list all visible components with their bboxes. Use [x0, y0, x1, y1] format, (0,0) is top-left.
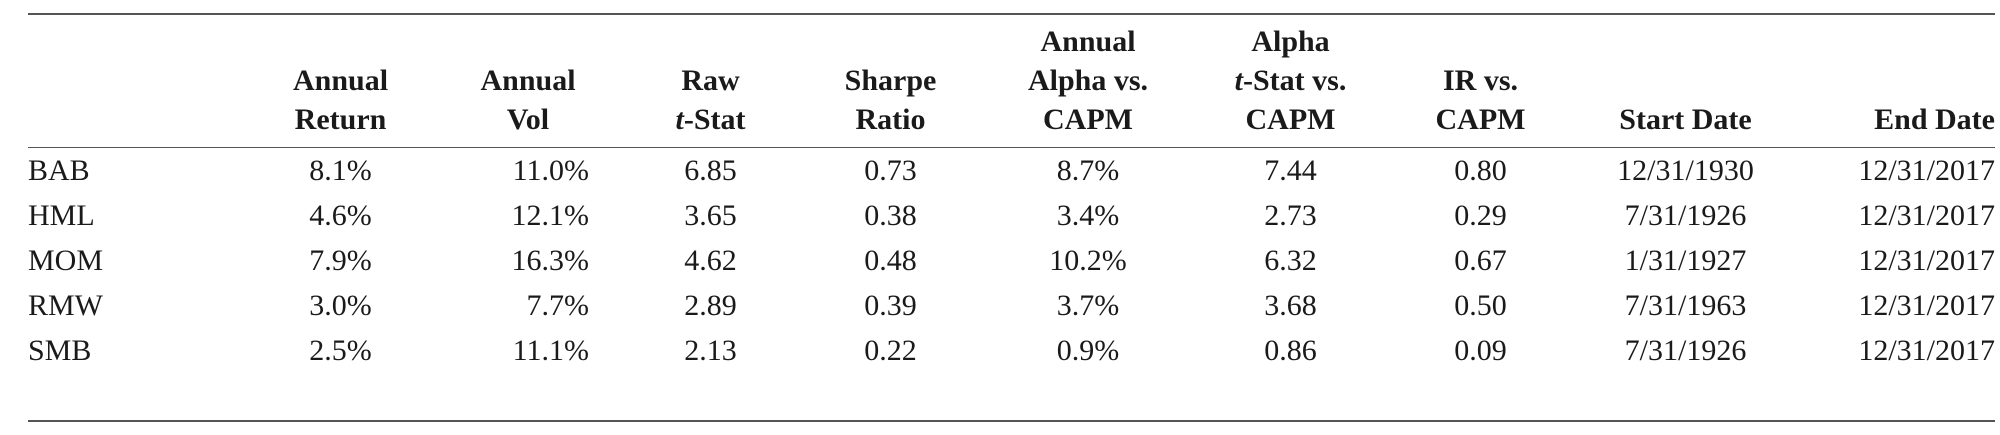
- header-factor: [28, 22, 248, 148]
- cell-raw-tstat: 6.85: [684, 154, 737, 187]
- cell-raw-tstat: 4.62: [684, 244, 737, 277]
- cell-sharpe-ratio: 0.22: [864, 334, 917, 367]
- header-end-date: End Date: [1798, 22, 1995, 148]
- cell-end-date: 12/31/2017: [1858, 199, 1995, 232]
- cell-annual-alpha-capm: 8.7%: [1056, 154, 1120, 187]
- cell-alpha-tstat-capm: 7.44: [1264, 154, 1317, 187]
- cell-ir-capm: 0.09: [1454, 334, 1507, 367]
- header-alpha-tstat-capm: Alpha t-Stat vs. CAPM: [1193, 22, 1388, 148]
- cell-end-date: 12/31/2017: [1858, 289, 1995, 322]
- cell-factor-name: RMW: [28, 289, 103, 322]
- cell-annual-return: 7.9%: [309, 244, 372, 277]
- cell-ir-capm: 0.67: [1454, 244, 1507, 277]
- cell-annual-return: 8.1%: [309, 154, 372, 187]
- header-annual-return: Annual Return: [248, 22, 433, 148]
- table-row: BAB 8.1% 11.0% 6.85 0.73 8.7% 7.44 0.80 12/31/19…: [28, 148, 1995, 194]
- cell-raw-tstat: 2.13: [684, 334, 737, 367]
- cell-annual-vol: 11.0%: [512, 154, 589, 187]
- cell-raw-tstat: 3.65: [684, 199, 737, 232]
- header-row: Annual Return Annual Vol Raw t-Stat Shar…: [28, 22, 1995, 148]
- table-row: MOM 7.9% 16.3% 4.62 0.48 10.2% 6.32 0.67 1/31/19…: [28, 238, 1995, 283]
- cell-annual-return: 2.5%: [309, 334, 372, 367]
- factor-statistics-table: Annual Return Annual Vol Raw t-Stat Shar…: [28, 22, 1995, 373]
- cell-start-date: 7/31/1926: [1624, 199, 1747, 232]
- table-row: RMW 3.0% 7.7% 2.89 0.39 3.7% 3.68 0.50 7/31/1963…: [28, 283, 1995, 328]
- header-annual-alpha-capm: Annual Alpha vs. CAPM: [983, 22, 1193, 148]
- cell-annual-alpha-capm: 0.9%: [1056, 334, 1120, 367]
- cell-sharpe-ratio: 0.48: [864, 244, 917, 277]
- cell-annual-return: 4.6%: [309, 199, 372, 232]
- cell-annual-vol: 16.3%: [511, 244, 590, 277]
- cell-annual-vol: 7.7%: [526, 289, 590, 322]
- cell-end-date: 12/31/2017: [1858, 154, 1995, 187]
- cell-ir-capm: 0.80: [1454, 154, 1507, 187]
- cell-end-date: 12/31/2017: [1858, 244, 1995, 277]
- cell-factor-name: BAB: [28, 154, 90, 187]
- top-rule: [28, 13, 1995, 15]
- cell-sharpe-ratio: 0.38: [864, 199, 917, 232]
- table-row: SMB 2.5% 11.1% 2.13 0.22 0.9% 0.86 0.09 7/31/192…: [28, 328, 1995, 373]
- cell-annual-vol: 11.1%: [512, 334, 589, 367]
- cell-ir-capm: 0.50: [1454, 289, 1507, 322]
- cell-sharpe-ratio: 0.39: [864, 289, 917, 322]
- cell-alpha-tstat-capm: 6.32: [1264, 244, 1317, 277]
- cell-factor-name: SMB: [28, 334, 92, 367]
- cell-raw-tstat: 2.89: [684, 289, 737, 322]
- cell-alpha-tstat-capm: 3.68: [1264, 289, 1317, 322]
- header-annual-vol: Annual Vol: [433, 22, 623, 148]
- cell-factor-name: HML: [28, 199, 95, 232]
- cell-ir-capm: 0.29: [1454, 199, 1507, 232]
- cell-sharpe-ratio: 0.73: [864, 154, 917, 187]
- cell-annual-return: 3.0%: [309, 289, 372, 322]
- cell-factor-name: MOM: [28, 244, 104, 277]
- bottom-rule: [28, 420, 1995, 422]
- cell-annual-alpha-capm: 3.4%: [1056, 199, 1120, 232]
- header-sharpe-ratio: Sharpe Ratio: [798, 22, 983, 148]
- header-start-date: Start Date: [1573, 22, 1798, 148]
- cell-start-date: 7/31/1963: [1624, 289, 1747, 322]
- cell-alpha-tstat-capm: 2.73: [1264, 199, 1317, 232]
- cell-annual-alpha-capm: 3.7%: [1056, 289, 1120, 322]
- header-raw-tstat: Raw t-Stat: [623, 22, 798, 148]
- table-row: HML 4.6% 12.1% 3.65 0.38 3.4% 2.73 0.29 7/31/192…: [28, 193, 1995, 238]
- cell-alpha-tstat-capm: 0.86: [1264, 334, 1317, 367]
- cell-end-date: 12/31/2017: [1858, 334, 1995, 367]
- header-ir-capm: IR vs. CAPM: [1388, 22, 1573, 148]
- cell-start-date: 1/31/1927: [1624, 244, 1747, 277]
- cell-start-date: 7/31/1926: [1624, 334, 1747, 367]
- cell-annual-vol: 12.1%: [511, 199, 590, 232]
- cell-start-date: 12/31/1930: [1617, 154, 1754, 187]
- cell-annual-alpha-capm: 10.2%: [1049, 244, 1127, 277]
